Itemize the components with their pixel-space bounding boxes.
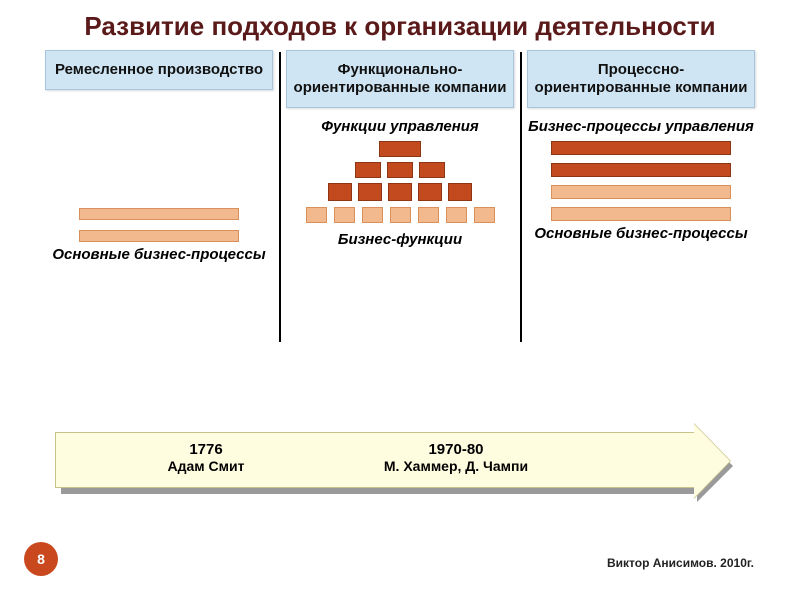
col3-top-bar xyxy=(551,163,731,177)
page-number-badge: 8 xyxy=(24,542,58,576)
col2-square xyxy=(334,207,355,223)
timeline-year: 1970-80 xyxy=(336,441,576,458)
col1-bar xyxy=(79,230,239,242)
col1-bar xyxy=(79,208,239,220)
divider-2 xyxy=(520,52,522,342)
timeline-arrow: 1776 Адам Смит 1970-80 М. Хаммер, Д. Чам… xyxy=(55,432,755,504)
pyramid-block xyxy=(388,183,412,201)
timeline-entry-1: 1776 Адам Смит xyxy=(136,441,276,474)
column-craft: Ремесленное производство Основные бизнес… xyxy=(45,50,273,342)
column-process: Процессно-ориентированные компании Бизне… xyxy=(527,50,755,342)
page-title: Развитие подходов к организации деятельн… xyxy=(0,0,800,50)
pyramid-block xyxy=(379,141,421,157)
col2-square xyxy=(306,207,327,223)
pyramid-row xyxy=(355,162,445,178)
col3-bottom-bars xyxy=(551,185,731,221)
col2-bottom-label: Бизнес-функции xyxy=(338,231,462,248)
col2-bottom-bars xyxy=(306,207,495,223)
footer-credit: Виктор Анисимов. 2010г. xyxy=(607,556,754,570)
col1-header: Ремесленное производство xyxy=(45,50,273,90)
pyramid-block xyxy=(358,183,382,201)
col3-top-bar xyxy=(551,141,731,155)
col3-bottom-bar xyxy=(551,207,731,221)
pyramid-block xyxy=(419,162,445,178)
timeline-name: Адам Смит xyxy=(136,458,276,474)
col2-square xyxy=(474,207,495,223)
col3-top-label: Бизнес-процессы управления xyxy=(528,118,754,135)
col3-bottom-bar xyxy=(551,185,731,199)
divider-1 xyxy=(279,52,281,342)
timeline-name: М. Хаммер, Д. Чампи xyxy=(336,458,576,474)
col3-header: Процессно-ориентированные компании xyxy=(527,50,755,108)
pyramid-block xyxy=(387,162,413,178)
pyramid-block xyxy=(448,183,472,201)
col3-top-bars xyxy=(551,141,731,177)
col2-square xyxy=(418,207,439,223)
col2-header: Функционально-ориентированные компании xyxy=(286,50,514,108)
col2-square xyxy=(446,207,467,223)
col1-bars xyxy=(79,208,239,242)
timeline-body: 1776 Адам Смит 1970-80 М. Хаммер, Д. Чам… xyxy=(55,432,695,488)
col2-square xyxy=(362,207,383,223)
column-functional: Функционально-ориентированные компании Ф… xyxy=(286,50,514,342)
columns-container: Ремесленное производство Основные бизнес… xyxy=(0,50,800,342)
col2-pyramid xyxy=(328,141,472,201)
timeline-entry-2: 1970-80 М. Хаммер, Д. Чампи xyxy=(336,441,576,474)
col3-bottom-label: Основные бизнес-процессы xyxy=(534,225,747,242)
col2-top-label: Функции управления xyxy=(321,118,479,135)
col1-bottom-label: Основные бизнес-процессы xyxy=(52,246,265,263)
col2-square xyxy=(390,207,411,223)
pyramid-block xyxy=(355,162,381,178)
timeline-year: 1776 xyxy=(136,441,276,458)
pyramid-block xyxy=(328,183,352,201)
pyramid-row xyxy=(379,141,421,157)
pyramid-block xyxy=(418,183,442,201)
pyramid-row xyxy=(328,183,472,201)
